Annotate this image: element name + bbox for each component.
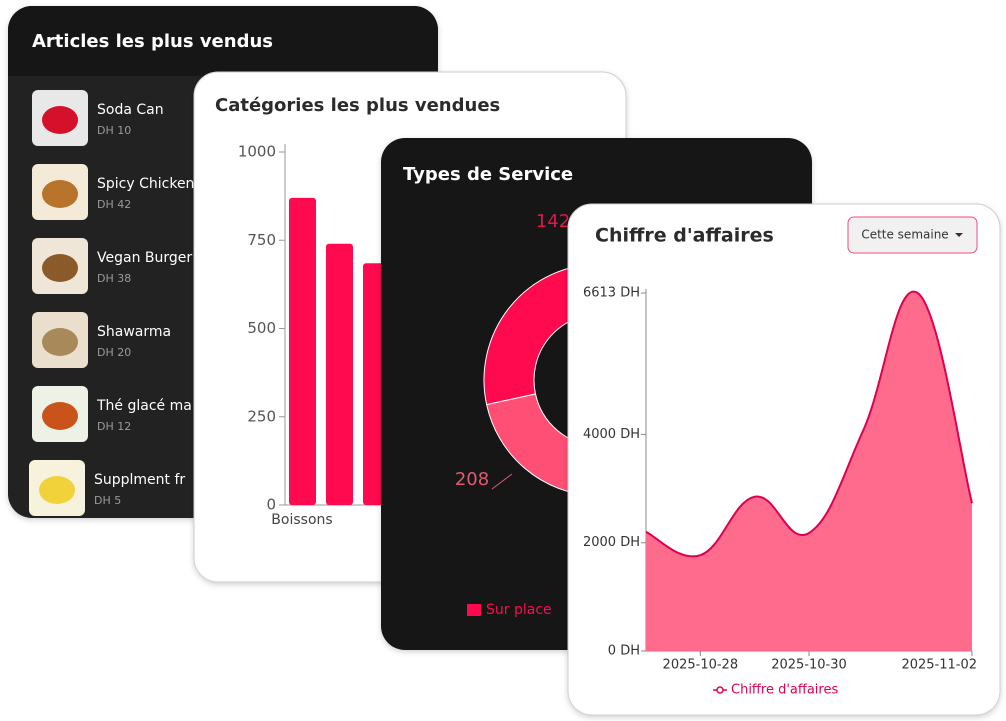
y-tick-label: 4000 DH: [583, 427, 640, 442]
bar: [289, 197, 316, 505]
item-name: Soda Can: [97, 102, 164, 118]
item-price: DH 10: [97, 124, 131, 137]
legend-swatch: [467, 604, 481, 616]
y-tick-label: 750: [247, 231, 276, 249]
bar: [326, 243, 353, 505]
item-name: Vegan Burger: [97, 250, 192, 266]
item-image-content: [42, 106, 78, 134]
x-tick-label: Boissons: [271, 512, 332, 528]
dropdown-label[interactable]: Cette semaine: [861, 228, 948, 242]
period-dropdown[interactable]: Cette semaine: [847, 216, 978, 254]
item-price: DH 5: [94, 494, 121, 507]
y-tick-label: 6613 DH: [583, 286, 640, 301]
item-price: DH 12: [97, 420, 131, 433]
revenue-card: Chiffre d'affaires Cette semaine 0 DH 200…: [567, 203, 1001, 716]
y-tick-label: 0: [266, 496, 276, 514]
y-tick-label: 250: [247, 407, 276, 425]
card-title: Catégories les plus vendues: [215, 95, 500, 116]
label-leader: [491, 473, 513, 490]
item-image-content: [42, 328, 78, 356]
item-price: DH 20: [97, 346, 131, 359]
item-image-content: [42, 254, 78, 282]
legend-marker: [716, 686, 724, 694]
item-name: Supplment fr: [94, 472, 185, 488]
legend-label: Chiffre d'affaires: [731, 683, 838, 698]
y-tick-label: 2000 DH: [583, 535, 640, 550]
x-tick-label: 2025-10-28: [663, 658, 739, 673]
item-image-content: [42, 180, 78, 208]
item-price: DH 38: [97, 272, 131, 285]
item-price: DH 42: [97, 198, 131, 211]
area-fill: [646, 291, 972, 651]
item-name: Spicy Chicken: [97, 176, 194, 192]
item-name: Shawarma: [97, 324, 171, 340]
x-tick-label: 2025-11-02: [901, 658, 977, 673]
y-tick-label: 1000: [238, 143, 276, 161]
segment-label: 142: [536, 211, 570, 232]
card-title: Chiffre d'affaires: [595, 225, 774, 247]
card-title: Articles les plus vendus: [32, 31, 273, 52]
card-header: [8, 6, 438, 76]
item-image-content: [39, 476, 75, 504]
y-tick-label: 500: [247, 319, 276, 337]
x-tick-label: 2025-10-30: [771, 658, 847, 673]
area-line: [645, 290, 973, 558]
legend-label: Sur place: [486, 602, 552, 618]
item-image-content: [42, 402, 78, 430]
item-name: Thé glacé ma: [96, 398, 192, 414]
y-tick-label: 0 DH: [608, 644, 640, 659]
segment-label: 208: [455, 469, 489, 490]
dropdown-button[interactable]: [847, 216, 978, 254]
dropdown-caret[interactable]: [955, 233, 963, 237]
card-title: Types de Service: [403, 164, 573, 185]
